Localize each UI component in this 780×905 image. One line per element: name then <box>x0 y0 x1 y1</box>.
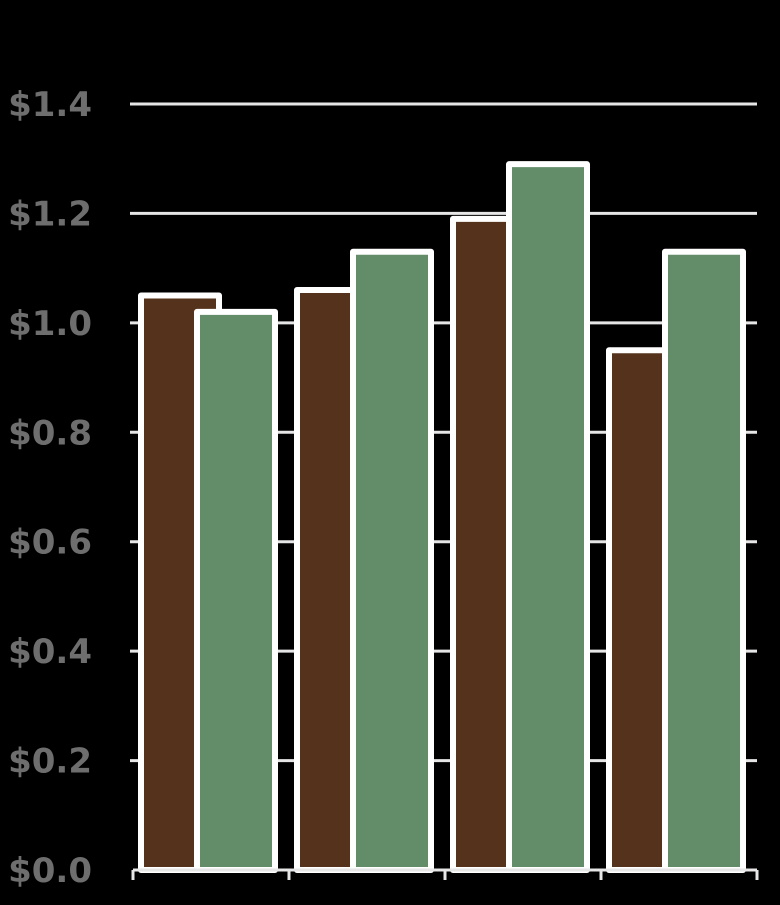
y-tick-label: $0.4 <box>8 632 92 672</box>
y-tick-label: $1.2 <box>8 194 92 234</box>
y-tick-label: $0.0 <box>8 851 92 891</box>
bar <box>662 248 746 873</box>
bar <box>506 161 590 873</box>
y-tick-label: $1.4 <box>8 85 92 125</box>
y-tick-label: $1.0 <box>8 304 92 344</box>
bar <box>194 308 278 873</box>
y-tick-label: $0.8 <box>8 413 92 453</box>
bars <box>138 161 746 873</box>
y-axis-labels: $0.0 $0.2 $0.4 $0.6 $0.8 $1.0 $1.2 $1.4 <box>8 85 92 891</box>
y-tick-label: $0.2 <box>8 742 92 782</box>
bar <box>350 248 434 873</box>
y-tick-label: $0.6 <box>8 523 92 563</box>
x-axis <box>131 868 759 880</box>
